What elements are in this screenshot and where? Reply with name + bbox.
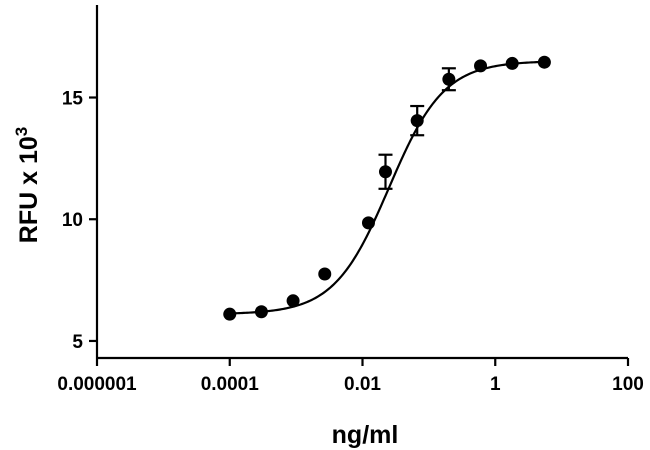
data-points — [223, 55, 551, 321]
data-point-6 — [410, 114, 424, 128]
y-axis-title-text: RFU x 10 — [15, 136, 43, 243]
x-tick-label-2: 0.01 — [344, 374, 381, 395]
x-tick-label-1: 0.0001 — [201, 374, 260, 395]
x-tick-label-0: 0.000001 — [57, 374, 137, 395]
y-axis-ticks: 5 10 15 — [62, 89, 97, 353]
data-point-9 — [505, 56, 519, 70]
data-point-5 — [378, 165, 392, 179]
fit-curve — [229, 60, 545, 315]
y-tick-label-2: 15 — [62, 89, 84, 110]
data-point-7 — [442, 72, 456, 86]
y-axis-title-group: RFU x 103 — [12, 127, 43, 243]
data-point-8 — [474, 59, 488, 73]
y-tick-label-0: 5 — [72, 332, 83, 353]
x-tick-label-4: 100 — [612, 374, 644, 395]
y-axis-title: RFU x 103 — [12, 127, 43, 243]
y-axis-title-exponent: 3 — [12, 127, 31, 136]
data-point-0 — [223, 307, 237, 321]
data-point-4 — [361, 216, 375, 230]
data-point-1 — [254, 305, 268, 319]
x-axis-title: ng/ml — [332, 421, 399, 449]
x-axis-ticks: 0.000001 0.0001 0.01 1 100 — [57, 358, 644, 395]
x-tick-label-3: 1 — [490, 374, 501, 395]
y-tick-label-1: 10 — [62, 210, 83, 231]
data-point-10 — [537, 55, 551, 69]
data-point-3 — [318, 267, 332, 281]
data-point-2 — [286, 294, 300, 308]
